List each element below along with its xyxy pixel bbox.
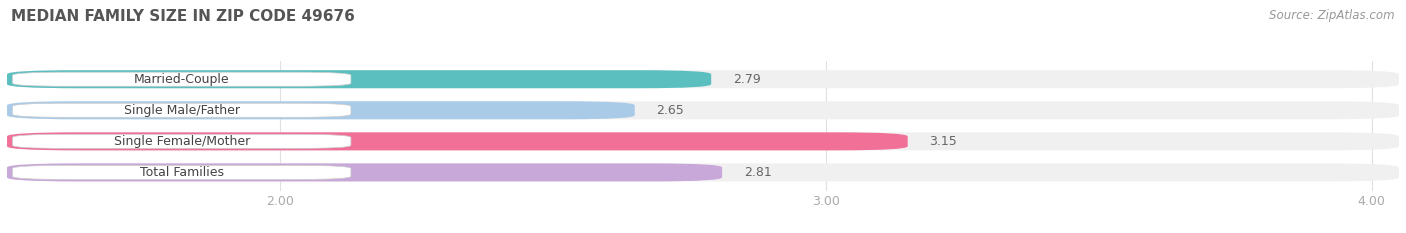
Text: Source: ZipAtlas.com: Source: ZipAtlas.com: [1270, 9, 1395, 22]
FancyBboxPatch shape: [7, 163, 723, 182]
FancyBboxPatch shape: [7, 101, 1399, 119]
FancyBboxPatch shape: [7, 132, 1399, 150]
FancyBboxPatch shape: [13, 165, 352, 179]
FancyBboxPatch shape: [13, 134, 352, 148]
FancyBboxPatch shape: [7, 132, 908, 150]
FancyBboxPatch shape: [7, 163, 1399, 182]
Text: Single Male/Father: Single Male/Father: [124, 104, 239, 117]
FancyBboxPatch shape: [13, 72, 352, 86]
Text: 2.79: 2.79: [733, 73, 761, 86]
Text: Total Families: Total Families: [139, 166, 224, 179]
FancyBboxPatch shape: [7, 70, 711, 88]
FancyBboxPatch shape: [13, 103, 352, 117]
FancyBboxPatch shape: [7, 101, 634, 119]
Text: 3.15: 3.15: [929, 135, 957, 148]
Text: Married-Couple: Married-Couple: [134, 73, 229, 86]
Text: 2.81: 2.81: [744, 166, 772, 179]
Text: 2.65: 2.65: [657, 104, 685, 117]
Text: Single Female/Mother: Single Female/Mother: [114, 135, 250, 148]
FancyBboxPatch shape: [7, 70, 1399, 88]
Text: MEDIAN FAMILY SIZE IN ZIP CODE 49676: MEDIAN FAMILY SIZE IN ZIP CODE 49676: [11, 9, 356, 24]
